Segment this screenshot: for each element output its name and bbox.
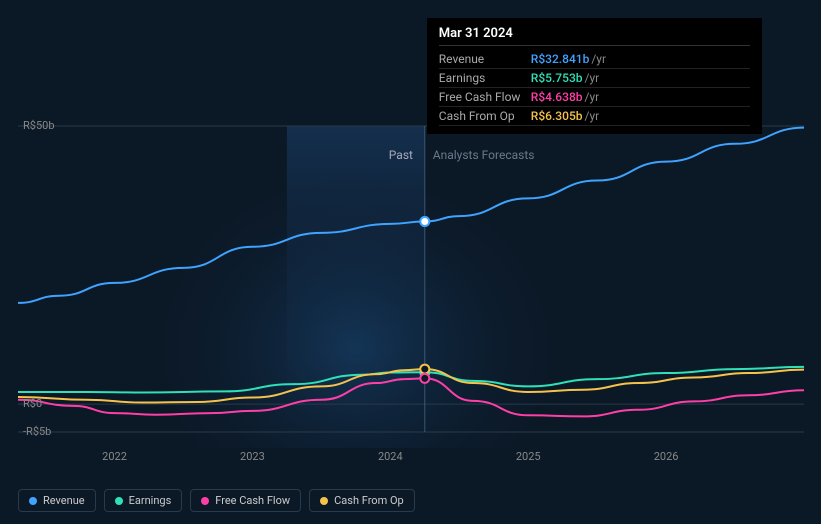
tooltip-row: EarningsR$5.753b/yr	[439, 69, 750, 88]
tooltip-row-value: R$5.753b	[531, 71, 583, 85]
legend-item[interactable]: Earnings	[104, 489, 183, 512]
tooltip-row-label: Earnings	[439, 71, 531, 85]
tooltip-row-value: R$4.638b	[531, 90, 583, 104]
chart-legend: Revenue Earnings Free Cash Flow Cash From O…	[18, 489, 415, 512]
legend-dot-icon	[115, 497, 123, 505]
tooltip-title: Mar 31 2024	[439, 26, 750, 46]
y-tick-label: R$0	[23, 397, 42, 410]
x-tick-label: 2025	[516, 450, 541, 463]
legend-dot-icon	[201, 497, 209, 505]
legend-label: Cash From Op	[334, 494, 404, 507]
tooltip-row-label: Revenue	[439, 52, 531, 66]
tooltip-row-label: Free Cash Flow	[439, 90, 531, 104]
forecast-label: Analysts Forecasts	[433, 148, 535, 162]
x-tick-label: 2023	[240, 450, 265, 463]
x-tick-label: 2024	[378, 450, 403, 463]
tooltip-row-unit: /yr	[585, 71, 600, 85]
tooltip-row-value: R$32.841b	[531, 52, 590, 66]
tooltip-row-unit: /yr	[585, 90, 600, 104]
legend-item[interactable]: Revenue	[18, 489, 96, 512]
tooltip-row: Cash From OpR$6.305b/yr	[439, 107, 750, 126]
tooltip-row: Free Cash FlowR$4.638b/yr	[439, 88, 750, 107]
legend-item[interactable]: Cash From Op	[309, 489, 415, 512]
y-tick-label: R$50b	[23, 119, 55, 132]
tooltip-row-value: R$6.305b	[531, 109, 583, 123]
legend-label: Free Cash Flow	[215, 494, 290, 507]
past-label: Past	[389, 148, 413, 162]
legend-item[interactable]: Free Cash Flow	[190, 489, 301, 512]
chart-tooltip: Mar 31 2024 RevenueR$32.841b/yrEarningsR…	[427, 18, 762, 134]
legend-label: Revenue	[43, 494, 85, 507]
legend-label: Earnings	[129, 494, 172, 507]
y-tick-label: -R$5b	[23, 425, 51, 438]
x-tick-label: 2026	[654, 450, 679, 463]
legend-dot-icon	[320, 497, 328, 505]
tooltip-row: RevenueR$32.841b/yr	[439, 50, 750, 69]
legend-dot-icon	[29, 497, 37, 505]
tooltip-row-unit: /yr	[591, 52, 606, 66]
x-tick-label: 2022	[102, 450, 127, 463]
tooltip-row-label: Cash From Op	[439, 109, 531, 123]
tooltip-row-unit: /yr	[585, 109, 600, 123]
